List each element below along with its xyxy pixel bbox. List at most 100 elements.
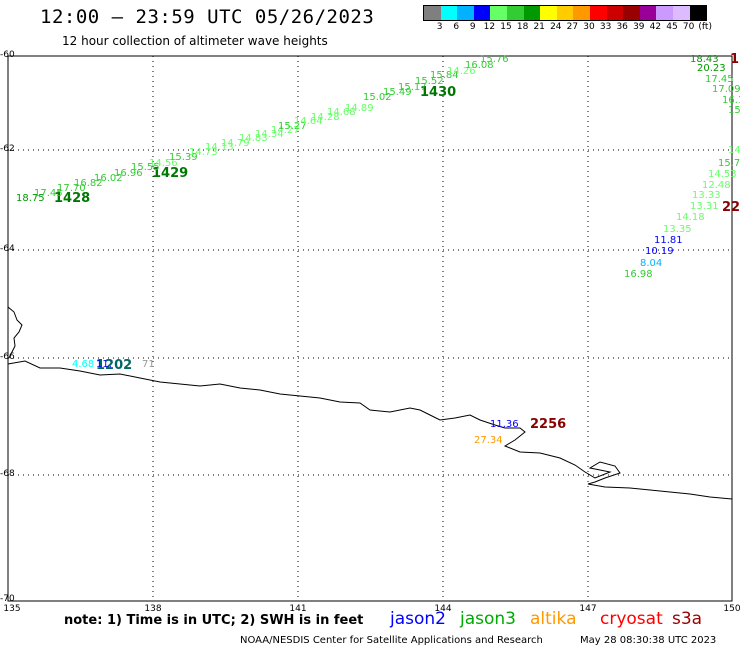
latitude-tick: -60 (0, 50, 15, 60)
latitude-tick: -66 (0, 352, 15, 362)
scale-swatch (672, 6, 690, 20)
wave-height-label: 14 (728, 145, 740, 156)
mission-legend-item: cryosat (600, 609, 663, 629)
credit-line: NOAA/NESDIS Center for Satellite Applica… (240, 635, 543, 646)
scale-swatch (556, 6, 574, 20)
wave-height-label: 15.55 (131, 162, 160, 173)
wave-height-label: 14.13 (205, 142, 234, 153)
scale-label: 30 (583, 22, 595, 32)
wave-height-label: 8.04 (640, 258, 662, 269)
longitude-tick: 150 (723, 604, 740, 614)
color-scale-labels: 3 6 9 12 15 18 21 24 27 30 33 36 39 42 45 70 (ft) (423, 21, 712, 33)
scale-label: 70 (682, 22, 695, 32)
longitude-tick: 135 (3, 604, 21, 614)
timestamp: May 28 08:30:38 UTC 2023 (580, 635, 717, 646)
graticule (8, 56, 732, 601)
wave-height-label: 15.52 (415, 76, 444, 87)
wave-height-label: 14.27 (271, 125, 300, 136)
wave-height-label: 15.7 (718, 158, 740, 169)
wave-height-label: 16.98 (624, 269, 653, 280)
color-scale: 3 6 9 12 15 18 21 24 27 30 33 36 39 42 45 70 (ft) (423, 5, 712, 33)
scale-label: 21 (533, 22, 545, 32)
wave-height-label: 4.68 (72, 359, 94, 370)
scale-label: 42 (649, 22, 662, 32)
track-label: 1 (730, 52, 739, 67)
wave-height-label: 15.27 (278, 121, 307, 132)
scale-swatch (490, 6, 507, 20)
wave-height-label: 71 (142, 359, 155, 370)
scale-label: 12 (483, 22, 496, 32)
scale-swatch (506, 6, 524, 20)
latitude-tick: -64 (0, 244, 15, 254)
track-label: 1202 (96, 358, 132, 373)
scale-label: 33 (599, 22, 612, 32)
scale-label: (ft) (698, 22, 712, 32)
wave-height-label: 14.73 (189, 147, 218, 158)
page-subtitle: 12 hour collection of altimeter wave hei… (62, 34, 328, 48)
wave-height-label: 14.28 (311, 112, 340, 123)
scale-swatch (656, 6, 673, 20)
wave-height-label: 12.48 (702, 180, 731, 191)
longitude-tick: 138 (144, 604, 162, 614)
wave-height-label: 14.68 (327, 107, 356, 118)
wave-height-label: 11.81 (654, 235, 683, 246)
wave-height-label: 15.49 (383, 87, 412, 98)
mission-legend-item: s3a (672, 609, 703, 629)
scale-swatch (639, 6, 657, 20)
wave-height-label: 15 (728, 105, 740, 116)
scale-swatch (573, 6, 590, 20)
wave-height-label: 20.23 (697, 63, 726, 74)
wave-height-label: 13.31 (690, 201, 719, 212)
wave-height-label: 14.83 (239, 133, 268, 144)
scale-label: 24 (550, 22, 562, 32)
scale-label: 45 (666, 22, 678, 32)
scale-label: 6 (453, 22, 460, 32)
scale-swatch (457, 6, 474, 20)
wave-height-label: 15.76 (480, 54, 509, 65)
track-label: 22 (722, 200, 740, 215)
wave-height-label: 14.89 (345, 103, 374, 114)
wave-height-label: 14.64 (294, 116, 323, 127)
scale-swatch (473, 6, 491, 20)
wave-height-label: 14.18 (676, 212, 705, 223)
map-frame (7, 55, 733, 602)
mission-legend-item: altika (530, 609, 577, 629)
scale-swatch (689, 6, 707, 20)
longitude-tick: 147 (579, 604, 597, 614)
longitude-tick: 144 (434, 604, 452, 614)
wave-height-label: 16.02 (94, 173, 123, 184)
wave-height-label: 17.70 (57, 183, 86, 194)
wave-height-label: 15.02 (363, 92, 392, 103)
wave-height-label: 14.26 (447, 66, 476, 77)
latitude-tick: -62 (0, 144, 15, 154)
wave-height-label: 14.34 (255, 129, 284, 140)
wave-height-label: 16.1 (722, 95, 740, 106)
wave-height-label: 17.45 (34, 188, 63, 199)
scale-swatch (440, 6, 458, 20)
scale-label: 18 (516, 22, 529, 32)
track-label: 1429 (152, 166, 188, 181)
scale-label: 15 (500, 22, 512, 32)
wave-height-label: 11.36 (490, 419, 519, 430)
wave-height-label: 15.39 (169, 152, 198, 163)
scale-label: 27 (566, 22, 579, 32)
antarctic-coastline (7, 306, 733, 500)
scale-label: 3 (436, 22, 443, 32)
scale-swatch (606, 6, 624, 20)
track-label: 1430 (420, 85, 456, 100)
wave-height-label: 17.09 (712, 84, 740, 95)
wave-height-label: 13.35 (663, 224, 692, 235)
track-label: 2256 (530, 417, 566, 432)
wave-height-label: 17.45 (705, 74, 734, 85)
scale-swatch (589, 6, 607, 20)
wave-height-label: 16.96 (114, 168, 143, 179)
wave-height-label: 27.34 (474, 435, 503, 446)
wave-height-label: 18.75 (16, 193, 45, 204)
wave-height-label: 11. (96, 359, 112, 370)
scale-swatch (540, 6, 557, 20)
wave-height-label: 16.82 (74, 178, 103, 189)
scale-label: 9 (469, 22, 476, 32)
latitude-tick: -70 (0, 594, 15, 604)
page-title: 12:00 – 23:59 UTC 05/26/2023 (40, 6, 375, 28)
